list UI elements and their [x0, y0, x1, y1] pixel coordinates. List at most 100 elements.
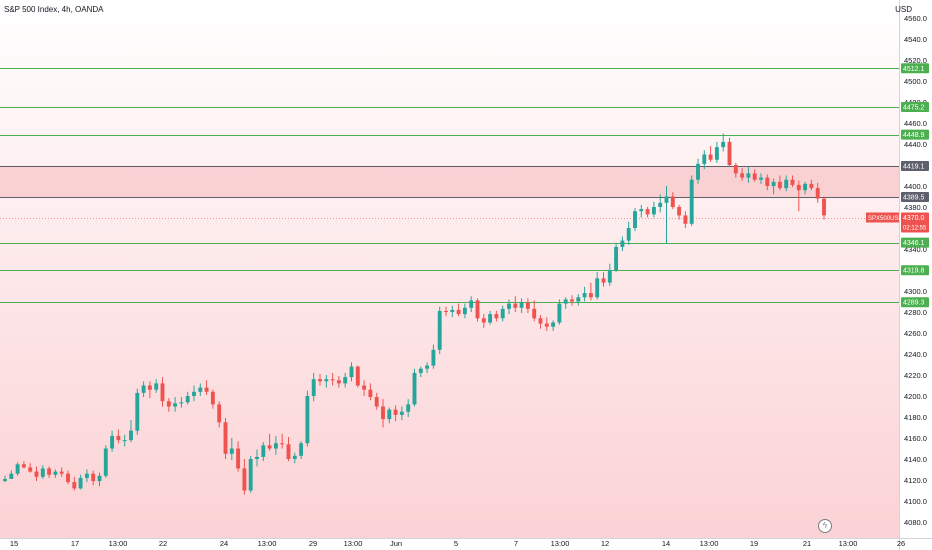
candle[interactable]	[399, 406, 404, 421]
candle[interactable]	[752, 169, 757, 182]
candle[interactable]	[273, 435, 278, 455]
candle[interactable]	[343, 372, 348, 388]
candle[interactable]	[210, 389, 215, 409]
candle[interactable]	[242, 459, 247, 495]
candle[interactable]	[192, 385, 196, 402]
candle[interactable]	[393, 405, 398, 422]
candle[interactable]	[229, 438, 234, 461]
candle[interactable]	[525, 298, 530, 314]
candle[interactable]	[500, 305, 505, 322]
candle[interactable]	[40, 465, 45, 479]
candle[interactable]	[248, 455, 253, 493]
candle[interactable]	[110, 430, 115, 452]
candle[interactable]	[620, 236, 625, 252]
candle[interactable]	[714, 141, 719, 163]
candle[interactable]	[601, 272, 606, 287]
candle[interactable]	[59, 467, 64, 477]
candle[interactable]	[796, 180, 801, 212]
candle[interactable]	[481, 314, 486, 328]
candle[interactable]	[444, 306, 448, 317]
candle[interactable]	[532, 300, 537, 322]
candle[interactable]	[746, 167, 751, 183]
candle[interactable]	[286, 436, 291, 462]
candle[interactable]	[658, 194, 663, 213]
candle[interactable]	[318, 373, 322, 386]
candle[interactable]	[412, 368, 417, 407]
candle[interactable]	[456, 303, 461, 317]
candle[interactable]	[305, 390, 310, 447]
candle[interactable]	[651, 201, 656, 218]
candle[interactable]	[28, 463, 33, 473]
candle[interactable]	[431, 344, 436, 369]
candle[interactable]	[740, 168, 745, 181]
candle[interactable]	[488, 310, 493, 325]
candle[interactable]	[708, 146, 713, 162]
candle[interactable]	[645, 207, 650, 218]
candle[interactable]	[462, 303, 467, 319]
candle[interactable]	[664, 186, 669, 244]
candle[interactable]	[639, 204, 644, 218]
candle[interactable]	[387, 407, 392, 424]
candle[interactable]	[103, 445, 108, 478]
candle[interactable]	[236, 441, 241, 472]
candle[interactable]	[689, 175, 694, 226]
candle[interactable]	[576, 294, 581, 306]
lightning-icon[interactable]: ϟ	[818, 519, 832, 533]
candle[interactable]	[670, 192, 675, 210]
candle[interactable]	[450, 305, 455, 318]
candle[interactable]	[595, 272, 600, 300]
candle[interactable]	[154, 379, 159, 393]
time-axis[interactable]: 15 17 13:00 22 24 13:00 29 13:00 Jun 5 7 13:00 12 14 1…	[10, 539, 905, 548]
candle[interactable]	[822, 196, 826, 220]
candle[interactable]	[425, 362, 430, 373]
candle[interactable]	[15, 462, 20, 476]
candle[interactable]	[815, 182, 820, 203]
candle[interactable]	[147, 381, 152, 399]
candle[interactable]	[173, 397, 178, 412]
candle[interactable]	[198, 383, 203, 396]
candle[interactable]	[166, 398, 171, 412]
candle[interactable]	[784, 175, 789, 192]
candle[interactable]	[759, 173, 763, 184]
candle[interactable]	[507, 299, 511, 315]
candle[interactable]	[582, 286, 587, 302]
candle[interactable]	[607, 263, 612, 286]
candle[interactable]	[280, 433, 285, 449]
candle[interactable]	[374, 392, 379, 410]
candle[interactable]	[777, 175, 782, 191]
candle[interactable]	[84, 469, 89, 483]
candle[interactable]	[519, 298, 524, 314]
candle[interactable]	[696, 158, 700, 184]
candle[interactable]	[267, 433, 272, 451]
candle[interactable]	[771, 178, 776, 195]
candle[interactable]	[53, 469, 58, 478]
candle[interactable]	[362, 380, 367, 396]
candle[interactable]	[721, 133, 726, 152]
candle[interactable]	[570, 295, 574, 306]
candle[interactable]	[223, 418, 228, 459]
candle[interactable]	[349, 362, 354, 382]
candle[interactable]	[129, 420, 133, 443]
candle[interactable]	[557, 299, 562, 325]
candle[interactable]	[330, 372, 335, 386]
candle[interactable]	[368, 383, 373, 401]
candle[interactable]	[809, 179, 814, 191]
candle[interactable]	[66, 470, 70, 485]
candle[interactable]	[544, 317, 549, 331]
candle[interactable]	[551, 320, 556, 331]
candle[interactable]	[727, 137, 732, 168]
candle[interactable]	[765, 174, 770, 191]
candle[interactable]	[381, 399, 385, 428]
candle[interactable]	[538, 315, 543, 329]
candle[interactable]	[563, 297, 568, 309]
candle[interactable]	[588, 282, 593, 301]
candle[interactable]	[677, 204, 682, 220]
candle[interactable]	[418, 366, 423, 378]
candle[interactable]	[614, 242, 619, 273]
candle[interactable]	[185, 391, 190, 405]
candle[interactable]	[160, 377, 165, 407]
candle[interactable]	[9, 470, 14, 479]
candle[interactable]	[406, 399, 411, 417]
